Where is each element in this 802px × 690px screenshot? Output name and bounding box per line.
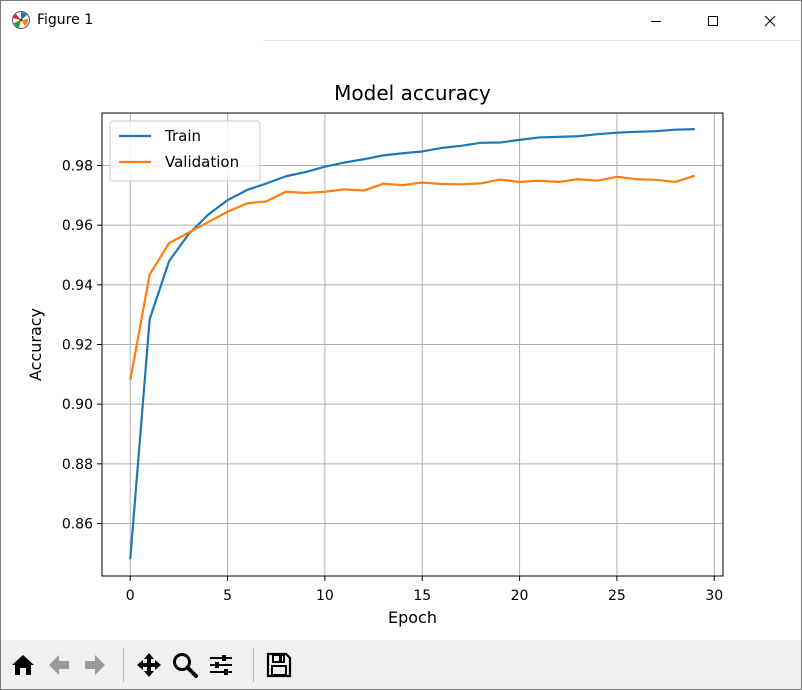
home-button[interactable] — [7, 649, 39, 681]
toolbar-separator — [253, 648, 254, 682]
y-tick-label: 0.90 — [62, 397, 93, 413]
x-tick-label: 15 — [413, 588, 431, 604]
y-tick-label: 0.96 — [62, 218, 93, 234]
x-tick-label: 25 — [608, 588, 626, 604]
zoom-button[interactable] — [169, 649, 201, 681]
configure-subplots-button[interactable] — [205, 649, 237, 681]
forward-button[interactable] — [79, 649, 111, 681]
legend: Train Validation — [109, 120, 261, 182]
title-bar-divider — [263, 40, 801, 41]
back-button[interactable] — [43, 649, 75, 681]
x-axis-label: Epoch — [388, 608, 437, 627]
back-arrow-icon — [45, 651, 73, 679]
y-axis-label: Accuracy — [26, 308, 45, 381]
forward-arrow-icon — [81, 651, 109, 679]
ticks: 0 5 10 15 20 25 30 0.86 0.88 0.90 0.92 0.94 0.96 0.98 — [62, 159, 723, 604]
minimize-button[interactable] — [633, 1, 679, 40]
save-icon — [265, 651, 293, 679]
minimize-icon — [650, 15, 662, 27]
navigation-toolbar — [1, 640, 801, 689]
y-tick-label: 0.86 — [62, 516, 93, 532]
matplotlib-icon — [11, 10, 31, 30]
y-tick-label: 0.94 — [62, 278, 93, 294]
y-tick-label: 0.88 — [62, 457, 93, 473]
grid — [102, 113, 723, 576]
x-tick-label: 0 — [126, 588, 135, 604]
home-icon — [9, 651, 37, 679]
zoom-icon — [171, 651, 199, 679]
x-tick-label: 20 — [511, 588, 529, 604]
accuracy-chart[interactable]: 0 5 10 15 20 25 30 0.86 0.88 0.90 0.92 0.94 0.96 0.98… — [1, 41, 801, 640]
legend-label: Train — [164, 127, 201, 145]
chart-title: Model accuracy — [334, 81, 491, 105]
title-bar[interactable]: Figure 1 — [1, 1, 801, 40]
subplots-config-icon — [207, 651, 235, 679]
x-tick-label: 5 — [223, 588, 232, 604]
x-tick-label: 30 — [705, 588, 723, 604]
y-tick-label: 0.92 — [62, 338, 93, 354]
legend-label: Validation — [165, 153, 239, 171]
pan-icon — [135, 651, 163, 679]
figure-canvas[interactable]: 0 5 10 15 20 25 30 0.86 0.88 0.90 0.92 0.94 0.96 0.98… — [1, 41, 801, 640]
close-icon — [764, 15, 776, 27]
close-button[interactable] — [747, 1, 793, 40]
toolbar-separator — [123, 648, 124, 682]
y-tick-label: 0.98 — [62, 159, 93, 175]
series-line-validation — [129, 174, 696, 381]
x-tick-label: 10 — [316, 588, 334, 604]
window-title: Figure 1 — [37, 12, 94, 28]
pan-button[interactable] — [133, 649, 165, 681]
save-button[interactable] — [263, 649, 295, 681]
series-lines — [129, 128, 696, 560]
maximize-icon — [707, 15, 719, 27]
maximize-button[interactable] — [690, 1, 736, 40]
series-line-train — [129, 128, 695, 560]
